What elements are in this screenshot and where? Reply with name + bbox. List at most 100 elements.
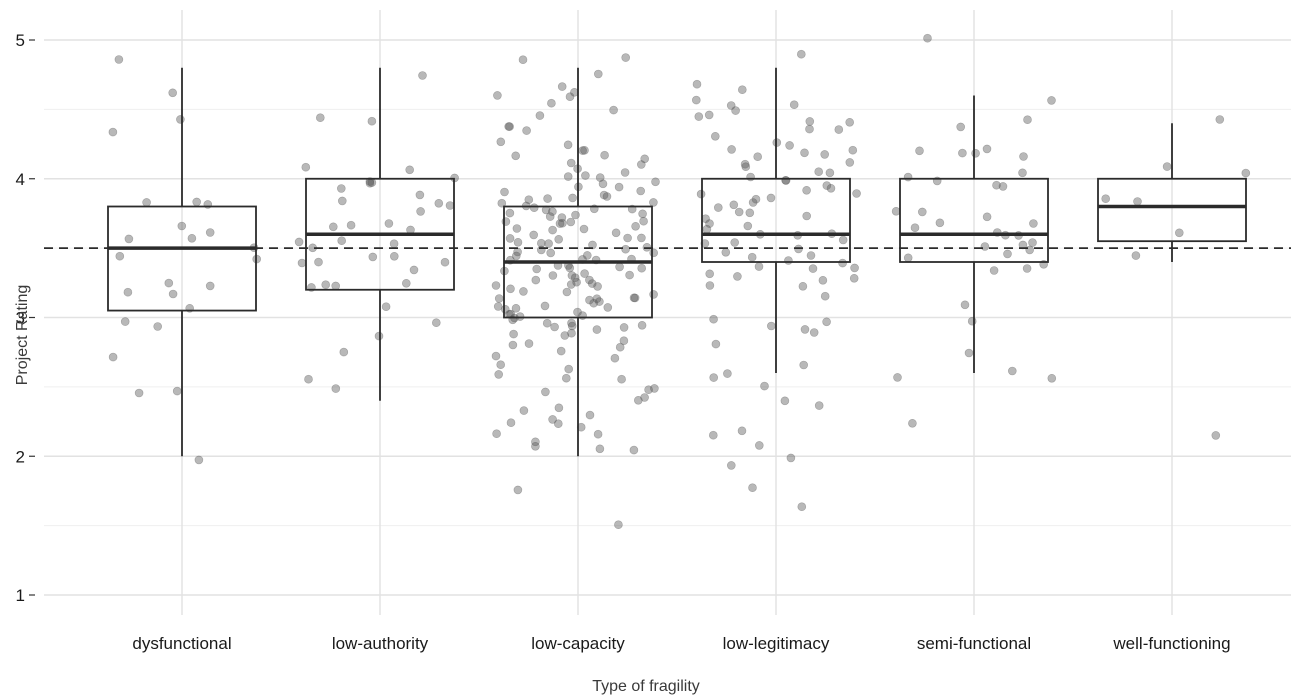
data-point (431, 318, 441, 328)
data-point (568, 193, 577, 203)
data-point (705, 219, 714, 228)
data-point (809, 328, 819, 337)
x-tick-label: well-functioning (1112, 634, 1230, 653)
data-point (799, 360, 809, 370)
x-axis-ticks: dysfunctional low-authority low-capacity lo… (132, 634, 1230, 653)
data-point (709, 373, 719, 382)
data-point (649, 198, 658, 207)
data-point (562, 287, 572, 297)
data-point (509, 329, 518, 339)
data-point (838, 235, 848, 245)
data-point (493, 302, 503, 311)
data-point (124, 234, 134, 244)
data-point (531, 275, 541, 285)
data-point (168, 88, 177, 98)
data-point (1023, 115, 1032, 124)
data-point (563, 172, 573, 181)
data-point (903, 253, 913, 263)
data-point (611, 228, 621, 238)
data-point (519, 406, 529, 415)
data-point (625, 270, 634, 280)
data-point (168, 289, 178, 299)
data-point (301, 162, 311, 172)
data-point (615, 342, 625, 352)
data-point (637, 263, 647, 273)
data-point (814, 401, 824, 410)
data-point (747, 252, 757, 262)
data-point (564, 364, 574, 374)
data-point (1131, 251, 1141, 260)
data-point (734, 207, 744, 217)
data-point (619, 323, 629, 332)
data-point (1162, 162, 1172, 171)
data-point (560, 331, 570, 340)
data-point (805, 124, 814, 134)
data-point (571, 210, 580, 220)
data-point (108, 352, 118, 362)
data-point (727, 145, 736, 154)
data-point (497, 198, 507, 208)
data-point (651, 177, 660, 187)
data-point (153, 322, 162, 331)
data-point (726, 461, 736, 470)
box-low-legitimacy (701, 67, 851, 373)
data-point (205, 281, 215, 291)
data-point (315, 113, 325, 122)
data-point (743, 221, 753, 231)
data-point (766, 321, 776, 331)
points-layer (108, 33, 1251, 530)
y-tick-label: 3 (16, 309, 25, 328)
data-point (563, 140, 573, 150)
data-point (172, 386, 182, 396)
data-point (640, 154, 650, 164)
data-point (321, 280, 331, 290)
data-point (531, 437, 540, 447)
data-point (910, 223, 920, 232)
data-point (956, 122, 966, 132)
data-point (511, 151, 521, 161)
data-point (915, 146, 924, 156)
data-point (494, 294, 504, 303)
data-point (982, 144, 992, 154)
data-point (491, 351, 501, 361)
x-tick-label: dysfunctional (132, 634, 231, 653)
data-point (649, 248, 659, 258)
data-point (192, 197, 201, 207)
y-tick-label: 1 (16, 586, 25, 605)
data-point (339, 347, 349, 357)
interquartile-box (1097, 177, 1247, 243)
data-point (415, 190, 425, 200)
data-point (781, 176, 791, 185)
data-point (704, 110, 714, 120)
data-point (798, 281, 808, 291)
data-point (814, 167, 824, 176)
data-point (337, 236, 347, 245)
data-point (908, 418, 917, 428)
data-point (797, 502, 807, 512)
data-point (506, 418, 516, 428)
data-point (550, 322, 559, 332)
data-point (548, 207, 557, 216)
data-point (766, 193, 776, 203)
data-point (935, 218, 945, 228)
data-point (496, 360, 506, 370)
data-point (557, 213, 567, 222)
data-point (544, 239, 553, 248)
data-point (529, 230, 539, 240)
data-point (822, 317, 831, 327)
data-point (554, 403, 564, 413)
data-point (540, 301, 550, 311)
data-point (589, 298, 599, 308)
data-point (615, 262, 624, 272)
data-point (620, 168, 630, 177)
data-point (1007, 366, 1017, 376)
data-point (555, 219, 565, 228)
data-point (1101, 194, 1110, 203)
data-point (748, 198, 758, 207)
data-point (726, 101, 736, 110)
data-point (820, 150, 830, 159)
data-point (346, 220, 356, 230)
data-point (570, 273, 580, 283)
data-point (639, 216, 648, 226)
data-point (802, 211, 812, 221)
